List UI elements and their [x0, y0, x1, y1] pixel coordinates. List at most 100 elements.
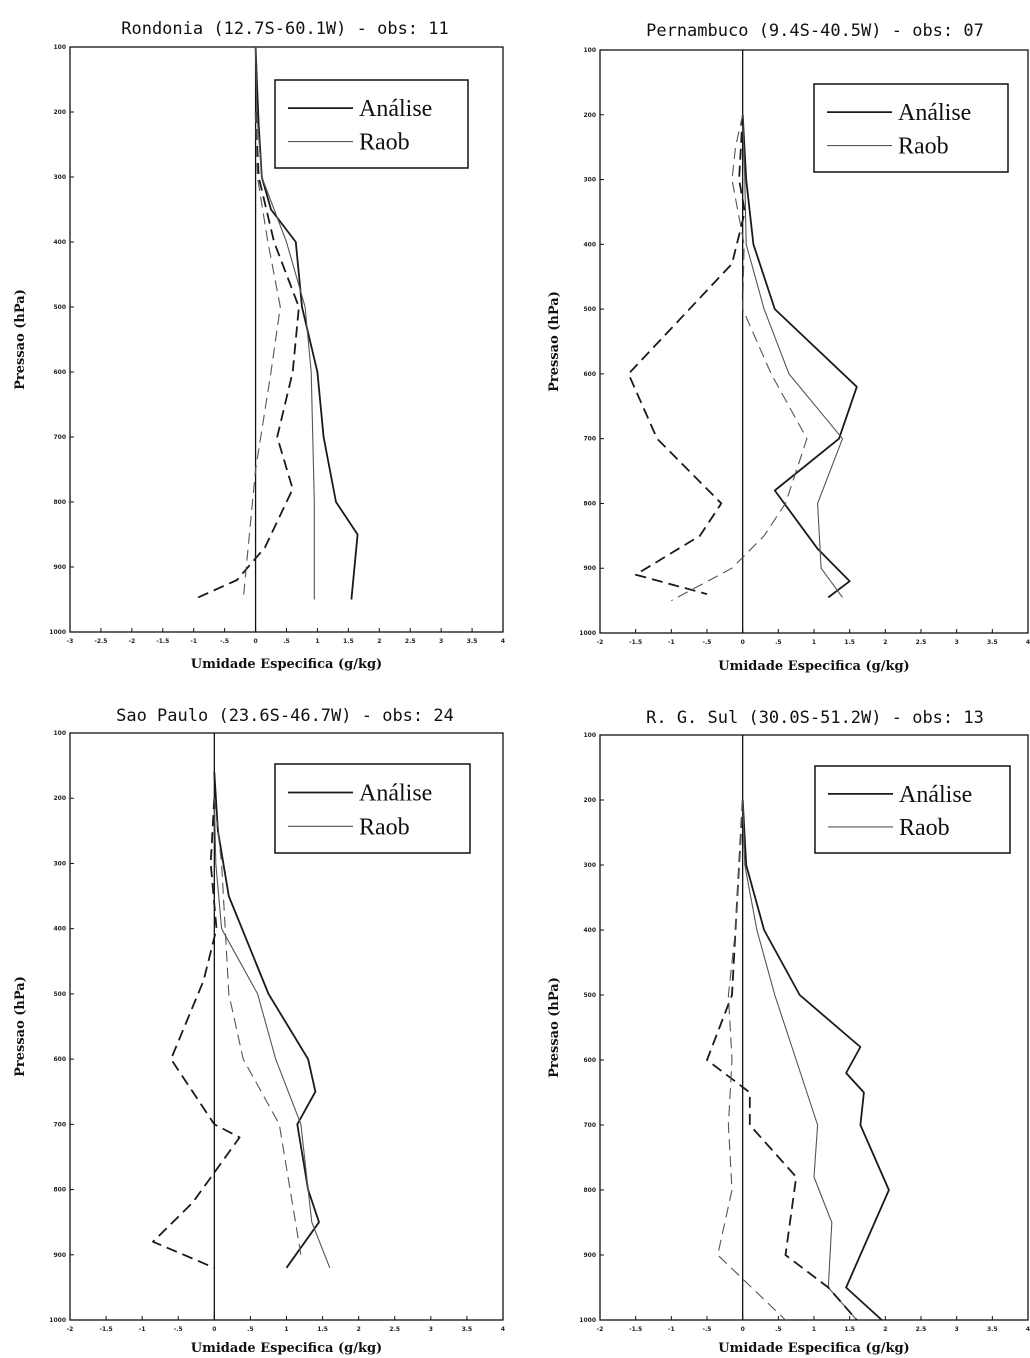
legend-label-analise: Análise: [359, 780, 432, 806]
legend-label-raob: Raob: [898, 134, 949, 160]
y-tick-label: 500: [583, 992, 596, 999]
y-tick-label: 100: [583, 732, 596, 739]
x-tick-label: 0: [741, 1326, 745, 1333]
y-tick-label: 900: [53, 1252, 66, 1259]
y-tick-label: 1000: [579, 630, 596, 637]
series-analise-solid: [741, 114, 858, 599]
y-axis-title: Pressao (hPa): [13, 976, 28, 1077]
y-tick-label: 400: [53, 926, 66, 933]
x-tick-label: -1: [190, 638, 197, 645]
x-tick-label: 4: [1026, 639, 1030, 646]
legend: Análise Raob: [814, 765, 1011, 854]
x-axis-title: Umidade Especifica (g/kg): [191, 657, 382, 672]
y-tick-label: 300: [583, 177, 596, 184]
x-tick-label: 1.5: [844, 1326, 855, 1333]
series-raob-dashed: [717, 799, 786, 1321]
x-tick-label: -1: [668, 639, 675, 646]
x-tick-label: 1.5: [844, 639, 855, 646]
x-tick-label: 3.5: [987, 1326, 998, 1333]
panel-pernambuco: Pernambuco (9.4S-40.5W) - obs: 07-2 -1.5-…: [547, 21, 1030, 674]
legend-box: [274, 79, 469, 169]
y-tick-label: 200: [583, 797, 596, 804]
x-tick-label: 2.5: [916, 1326, 927, 1333]
x-tick-label: 0: [212, 1326, 216, 1333]
y-tick-label: 200: [53, 795, 66, 802]
x-tick-label: 2: [377, 638, 381, 645]
y-tick-label: 800: [583, 500, 596, 507]
y-tick-label: 100: [53, 730, 66, 737]
x-tick-label: 0: [741, 639, 745, 646]
legend-label-raob: Raob: [899, 815, 950, 841]
y-tick-label: 400: [583, 241, 596, 248]
x-tick-label: 2.5: [389, 1326, 400, 1333]
x-axis-title: Umidade Especifica (g/kg): [191, 1341, 382, 1356]
y-tick-label: 700: [583, 436, 596, 443]
chart-title: Sao Paulo (23.6S-46.7W) - obs: 24: [116, 706, 454, 726]
x-tick-label: 2.5: [916, 639, 927, 646]
legend: Análise Raob: [813, 83, 1009, 173]
y-tick-label: 300: [583, 862, 596, 869]
y-tick-label: 700: [53, 434, 66, 441]
x-tick-label: 4: [501, 638, 505, 645]
x-tick-label: 3.5: [467, 638, 478, 645]
y-tick-label: 500: [53, 991, 66, 998]
x-tick-label: .5: [775, 1326, 781, 1333]
x-tick-label: -1.5: [156, 638, 169, 645]
panel-rondonia: Rondonia (12.7S-60.1W) - obs: 11-3 -2.5 -2…: [13, 19, 505, 672]
x-tick-label: .5: [283, 638, 289, 645]
x-tick-label: 1: [812, 1326, 816, 1333]
y-tick-label: 800: [53, 1187, 66, 1194]
x-tick-label: 1: [315, 638, 319, 645]
legend-label-analise: Análise: [899, 782, 972, 808]
series-analise-dashed: [706, 799, 858, 1321]
y-axis-title: Pressao (hPa): [547, 977, 562, 1078]
series-raob-dashed: [242, 111, 281, 600]
y-tick-label: 300: [53, 860, 66, 867]
series-analise-solid: [741, 799, 890, 1321]
x-tick-label: 1: [812, 639, 816, 646]
x-tick-label: -.5: [220, 638, 229, 645]
y-tick-label: 700: [583, 1122, 596, 1129]
x-tick-label: -1.5: [629, 1326, 642, 1333]
y-tick-label: 300: [53, 174, 66, 181]
x-tick-label: -1: [139, 1326, 146, 1333]
series-analise-dashed: [152, 798, 241, 1269]
panel-rio-grande-do-sul: R. G. Sul (30.0S-51.2W) - obs: 13-2 -1.5-…: [547, 708, 1030, 1356]
y-tick-label: 900: [583, 1252, 596, 1259]
x-tick-label: 1.5: [317, 1326, 328, 1333]
series-analise-dashed: [193, 111, 300, 601]
x-tick-label: 2: [883, 639, 887, 646]
legend-box: [813, 83, 1009, 173]
chart-title: Rondonia (12.7S-60.1W) - obs: 11: [121, 19, 449, 39]
x-tick-label: 1: [284, 1326, 288, 1333]
legend-box: [814, 765, 1011, 854]
x-tick-label: -.5: [703, 639, 712, 646]
y-tick-label: 900: [53, 564, 66, 571]
y-tick-label: 500: [53, 304, 66, 311]
x-tick-label: 4: [1026, 1326, 1030, 1333]
y-tick-label: 900: [583, 565, 596, 572]
x-tick-label: -2.5: [94, 638, 107, 645]
series-analise-dashed: [627, 114, 746, 595]
x-tick-label: -1: [668, 1326, 675, 1333]
y-tick-label: 400: [583, 927, 596, 934]
y-tick-label: 800: [583, 1187, 596, 1194]
x-tick-label: -.5: [174, 1326, 183, 1333]
chart-title: Pernambuco (9.4S-40.5W) - obs: 07: [646, 21, 984, 41]
y-tick-label: 600: [53, 1056, 66, 1063]
y-axis-title: Pressao (hPa): [547, 291, 562, 392]
x-tick-label: .5: [775, 639, 781, 646]
x-tick-label: -2: [129, 638, 136, 645]
x-tick-label: 2: [357, 1326, 361, 1333]
y-axis-title: Pressao (hPa): [13, 289, 28, 390]
x-tick-label: -2: [597, 639, 604, 646]
y-tick-label: 800: [53, 499, 66, 506]
chart-title: R. G. Sul (30.0S-51.2W) - obs: 13: [646, 708, 984, 728]
y-tick-label: 600: [583, 1057, 596, 1064]
x-tick-label: 3: [439, 638, 443, 645]
x-tick-label: -1.5: [629, 639, 642, 646]
y-tick-label: 1000: [579, 1317, 596, 1324]
y-tick-label: 1000: [49, 1317, 66, 1324]
series-raob-dashed: [671, 114, 808, 602]
